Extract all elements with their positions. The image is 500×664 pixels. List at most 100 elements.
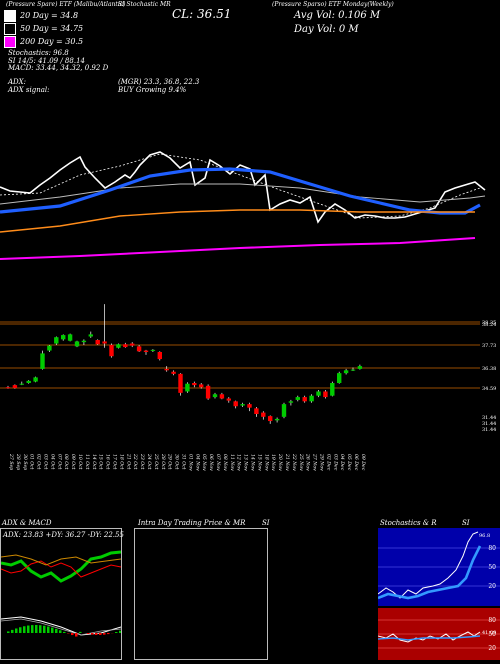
- date-tick-label: 06 Nov: [208, 454, 214, 471]
- candle-body: [158, 352, 162, 359]
- price-level-label: 38.24: [482, 322, 496, 328]
- candle-body: [275, 419, 279, 420]
- candle-body: [316, 391, 320, 395]
- macd-histogram-bar: [79, 632, 82, 633]
- candle-body: [33, 377, 37, 381]
- header-right-title: (Pressure Sparso) ETF Monday(Weekly): [272, 1, 394, 8]
- macd-histogram-bar: [75, 633, 78, 637]
- date-tick-label: 28 Oct: [160, 453, 166, 470]
- legend-200day-label: 200 Day = 30.5: [20, 37, 83, 46]
- date-tick-label: 15 Nov: [256, 454, 262, 471]
- candle-body: [47, 346, 51, 351]
- date-tick-label: 04 Oct: [49, 454, 55, 470]
- date-tick-label: 03 Dec: [332, 454, 338, 471]
- macd-histogram-bar: [15, 628, 18, 633]
- candle-body: [213, 394, 217, 397]
- candle-body: [206, 386, 210, 399]
- candle-body: [96, 340, 100, 344]
- date-tick-label: 14 Oct: [91, 454, 97, 470]
- macd-histogram-bar: [87, 633, 90, 634]
- date-tick-label: 17 Oct: [112, 454, 118, 470]
- stoch-tick-20: 20: [488, 583, 496, 590]
- date-tick-label: 09 Dec: [360, 454, 366, 471]
- candle-body: [289, 401, 293, 402]
- ema50-line: [0, 169, 480, 213]
- ema200-line: [0, 238, 475, 259]
- candle-body: [268, 416, 272, 421]
- adx-values: (MGR) 23.3, 36.8, 22.3: [118, 78, 199, 86]
- date-tick-label: 11 Oct: [84, 454, 90, 470]
- stoch-value: 96.8: [479, 533, 490, 539]
- price-level-label: 37.73: [482, 343, 496, 349]
- macd-histogram-bar: [59, 630, 62, 633]
- candle-body: [282, 404, 286, 417]
- macd-histogram-bar: [19, 627, 22, 633]
- macd-readout: MACD: 33.44, 34.32, 0.92 D: [8, 64, 108, 72]
- macd-histogram-bar: [55, 629, 58, 633]
- date-tick-label: 24 Oct: [146, 453, 152, 470]
- si-tick-80: 80: [488, 617, 496, 624]
- legend-20day: 20 Day = 34.8: [4, 10, 78, 22]
- macd-histogram-bar: [39, 625, 42, 633]
- stoch-panels: 80 50 20 96.8 80 50 20 41.09: [378, 528, 500, 660]
- date-tick-label: 07 Oct: [56, 454, 62, 470]
- macd-histogram-bar: [119, 631, 121, 633]
- adx-panel-title: ADX & MACD: [2, 519, 52, 527]
- candle-body: [116, 344, 120, 348]
- date-tick-label: 28 Sep: [15, 453, 21, 470]
- legend-20day-swatch: [4, 10, 16, 22]
- candle-body: [234, 401, 238, 406]
- date-tick-label: 02 Dec: [325, 454, 331, 471]
- date-tick-label: 26 Nov: [305, 453, 311, 471]
- date-tick-label: 08 Oct: [63, 454, 69, 470]
- stoch-svg: 80 50 20 96.8 80 50 20 41.09: [378, 528, 500, 660]
- date-tick-label: 09 Oct: [70, 454, 76, 470]
- date-tick-label: 23 Oct: [139, 453, 145, 470]
- price-level-label: 36.38: [482, 366, 496, 372]
- legend-50day-swatch: [4, 23, 16, 35]
- intraday-panel-si: SI: [262, 519, 270, 527]
- macd-histogram-bar: [31, 625, 34, 633]
- candle-body: [165, 369, 169, 370]
- candle-body: [109, 345, 113, 356]
- macd-histogram-bar: [63, 632, 66, 633]
- adx-panel: ADX: 23.83 +DY: 36.27 -DY: 22.55: [0, 528, 122, 660]
- candle-body: [185, 384, 189, 392]
- moving-average-chart: [0, 100, 500, 270]
- adx-plus-line: [1, 552, 121, 581]
- date-tick-label: 27 Sep: [8, 453, 14, 470]
- adx-label: ADX:: [8, 78, 26, 86]
- candle-body: [68, 334, 72, 340]
- macd-histogram-bar: [43, 626, 46, 633]
- date-tick-label: 03 Oct: [43, 454, 49, 470]
- legend-200day-swatch: [4, 36, 16, 48]
- candle-body: [102, 341, 106, 343]
- si-tick-20: 20: [488, 645, 496, 652]
- candle-body: [337, 373, 341, 383]
- candle-body: [13, 385, 17, 388]
- macd-histogram-bar: [35, 625, 38, 633]
- macd-histogram-bar: [47, 627, 50, 633]
- date-tick-label: 01 Oct: [29, 454, 35, 470]
- macd-histogram-bar: [95, 633, 98, 635]
- candle-body: [171, 372, 175, 374]
- candle-body: [323, 391, 327, 397]
- date-tick-label: 29 Nov: [319, 453, 325, 471]
- date-tick-label: 15 Oct: [98, 454, 104, 470]
- candle-body: [199, 384, 203, 387]
- date-tick-label: 05 Nov: [201, 454, 207, 471]
- candle-body: [27, 381, 31, 383]
- stoch-tick-50: 50: [488, 564, 496, 571]
- stoch-tick-80: 80: [488, 545, 496, 552]
- candle-body: [123, 344, 127, 347]
- date-tick-label: 21 Oct: [125, 453, 131, 470]
- legend-50day-label: 50 Day = 34.75: [20, 24, 83, 33]
- candle-body: [137, 346, 141, 351]
- candle-body: [296, 397, 300, 400]
- date-tick-label: 31 Oct: [181, 454, 187, 470]
- intraday-panel: [134, 528, 268, 660]
- candle-body: [75, 341, 79, 346]
- candle-body: [178, 374, 182, 393]
- macd-histogram-bar: [115, 632, 118, 633]
- date-tick-label: 25 Oct: [153, 453, 159, 470]
